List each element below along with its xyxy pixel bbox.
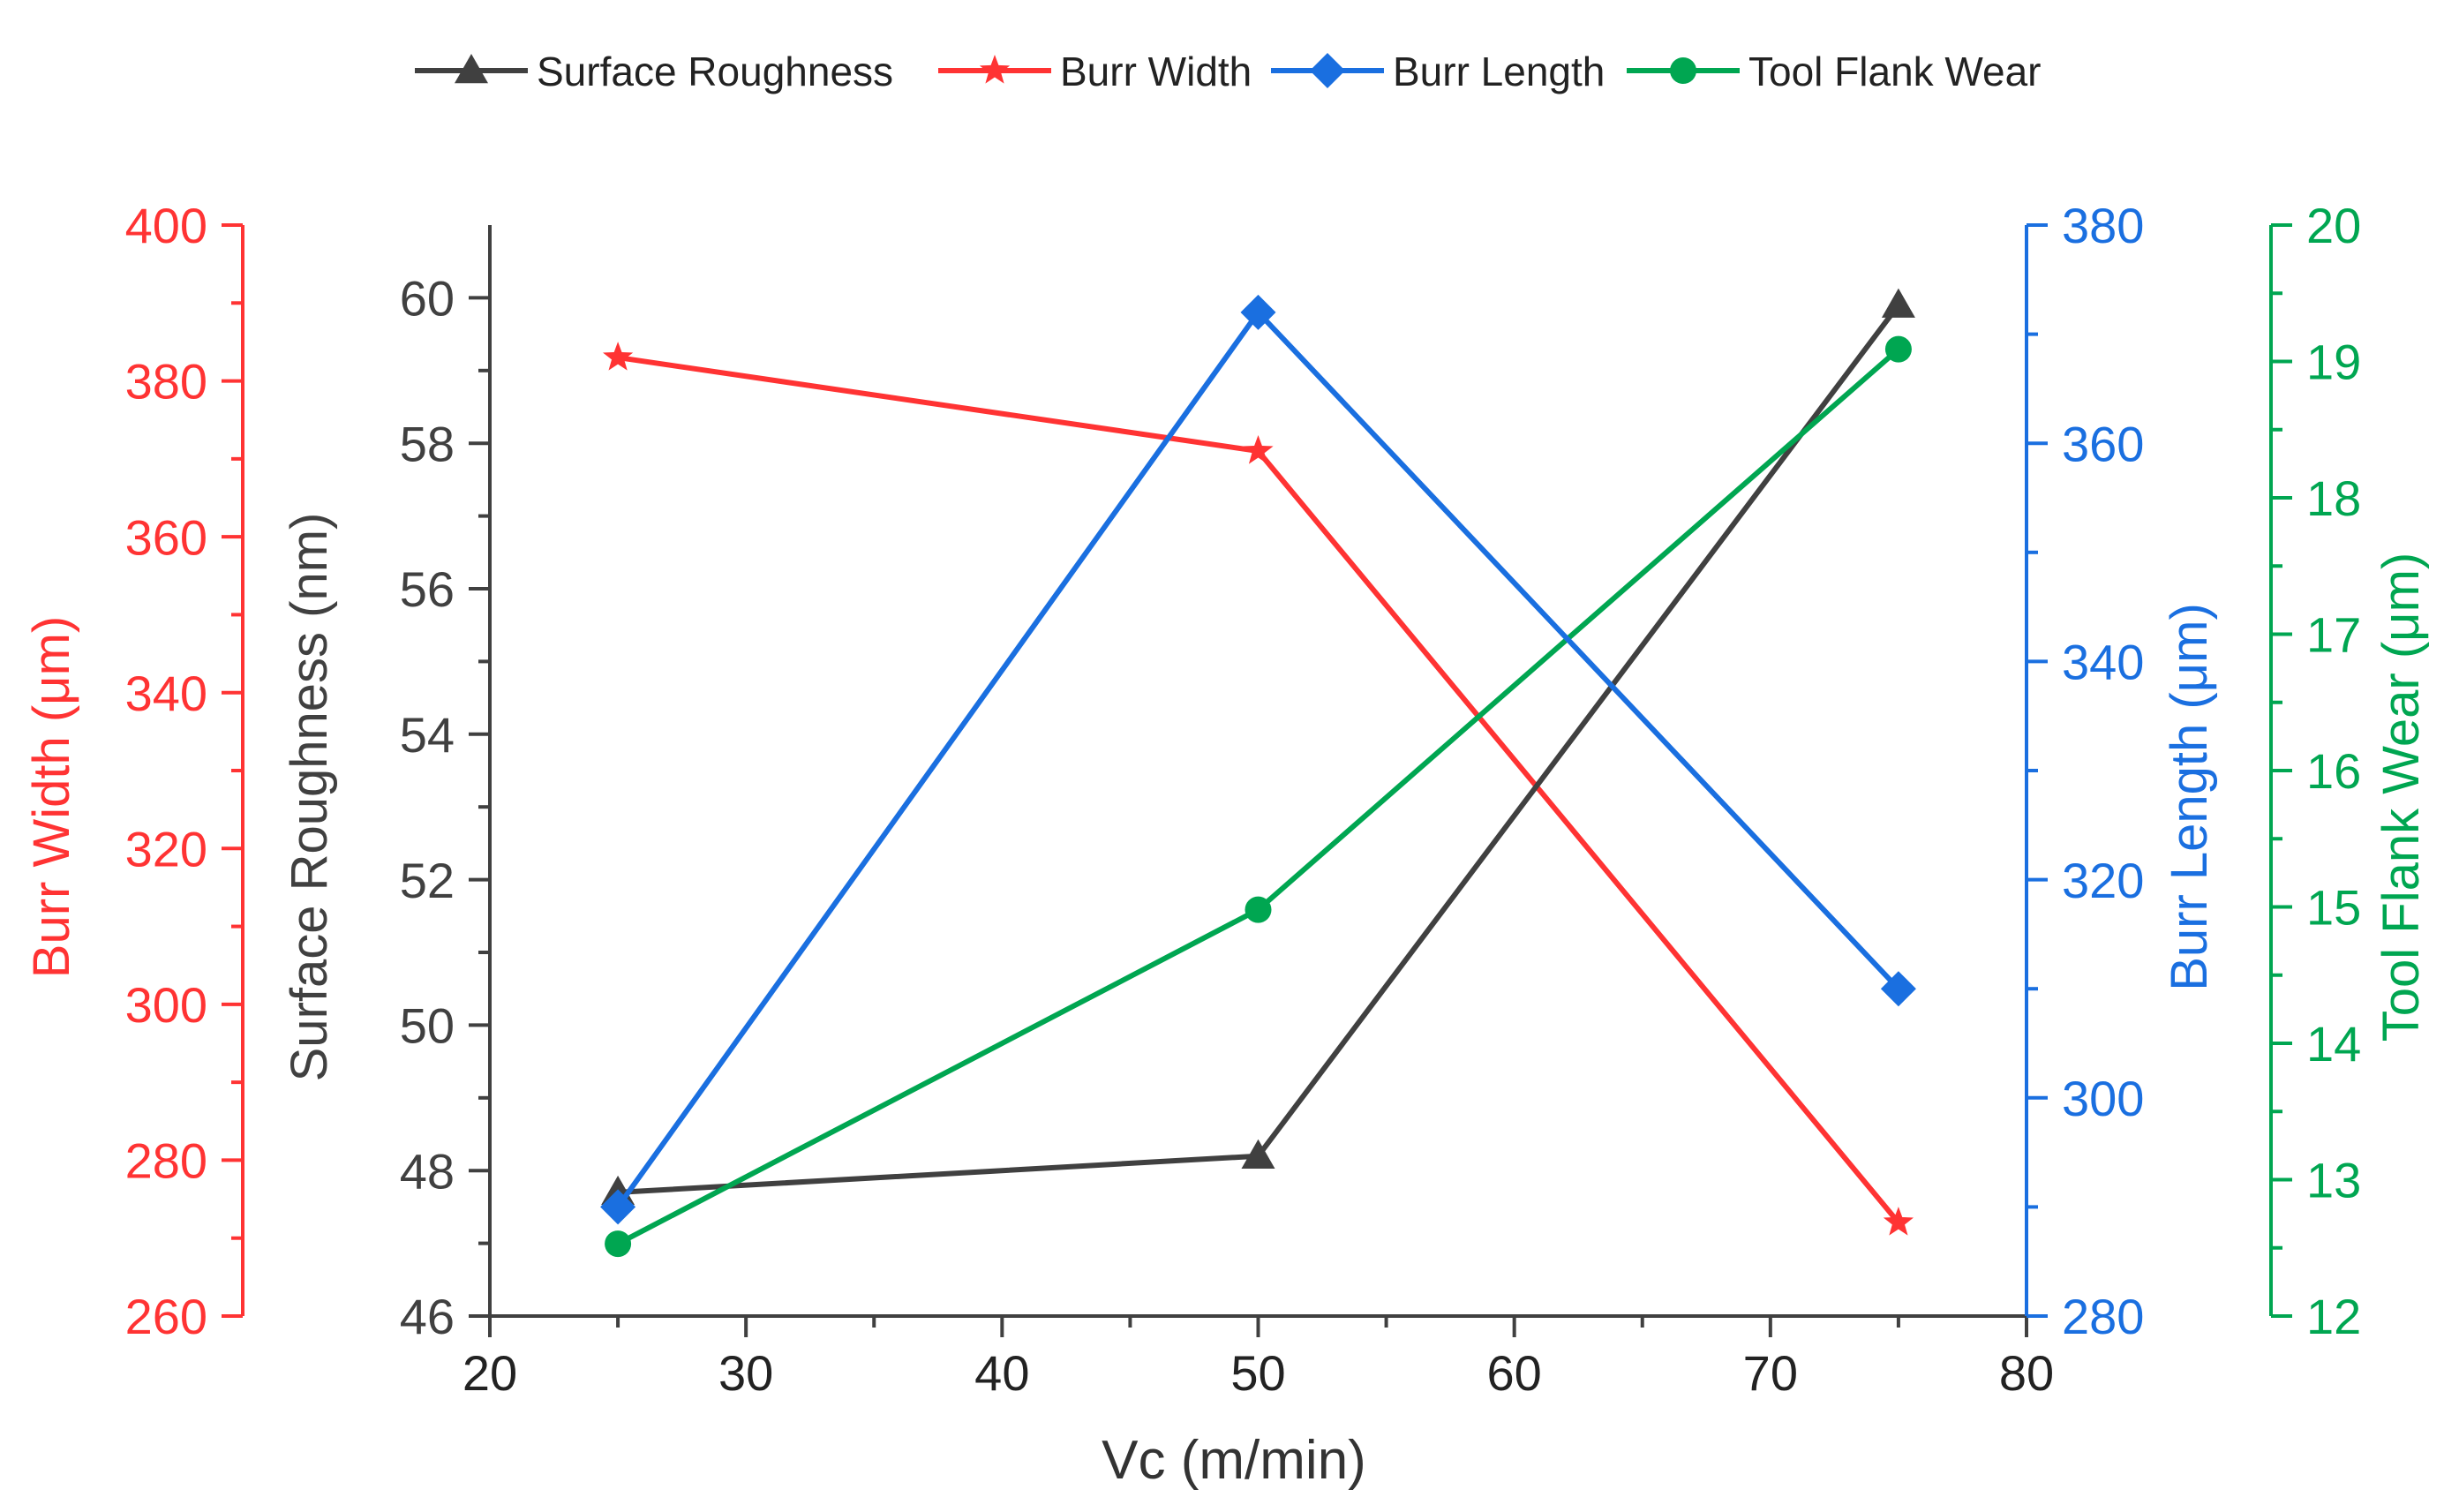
tfw-legend-marker: [1670, 57, 1696, 84]
bl-tick-label: 340: [2062, 635, 2144, 690]
sr-legend-label: Surface Roughness: [537, 49, 893, 94]
sr-point: [1881, 288, 1915, 318]
sr-tick-label: 56: [400, 561, 455, 617]
bw-line: [617, 355, 1901, 1224]
sr-tick-label: 50: [400, 998, 455, 1054]
sr-legend-item: Surface Roughness: [415, 49, 893, 94]
tfw-tick-label: 16: [2306, 743, 2361, 799]
bw-point: [1243, 435, 1274, 464]
x-tick-label: 50: [1230, 1345, 1285, 1401]
bw-tick-label: 300: [125, 977, 207, 1033]
tfw-tick-label: 12: [2306, 1289, 2361, 1344]
bw-legend-label: Burr Width: [1060, 49, 1252, 94]
tfw-legend-item: Tool Flank Wear: [1627, 49, 2042, 94]
sr-series: [601, 288, 1915, 1206]
tfw-tick-label: 19: [2306, 335, 2361, 390]
tfw-tick-label: 17: [2306, 607, 2361, 663]
sr-axis-label: Surface Roughness (nm): [281, 513, 338, 1082]
tfw-tick-label: 15: [2306, 880, 2361, 936]
x-tick-label: 60: [1487, 1345, 1542, 1401]
x-tick-label: 70: [1743, 1345, 1798, 1401]
x-tick-label: 20: [462, 1345, 517, 1401]
bl-point: [1240, 294, 1276, 330]
bw-tick-label: 260: [125, 1289, 207, 1344]
bw-legend-marker: [979, 55, 1011, 84]
bl-legend-marker: [1310, 53, 1345, 88]
bl-tick-label: 360: [2062, 416, 2144, 471]
bl-tick-label: 300: [2062, 1071, 2144, 1126]
bw-point: [603, 342, 634, 371]
bl-series: [600, 294, 1916, 1225]
x-tick-label: 80: [1999, 1345, 2054, 1401]
bw-tick-label: 400: [125, 198, 207, 253]
bl-tick-label: 380: [2062, 198, 2144, 253]
tfw-tick-label: 14: [2306, 1016, 2361, 1072]
tfw-line: [616, 347, 1900, 1246]
sr-tick-label: 52: [400, 853, 455, 908]
tfw-point: [605, 1230, 632, 1258]
tfw-tick-label: 18: [2306, 470, 2361, 526]
sr-tick-label: 58: [400, 416, 455, 471]
bl-axis: 280 300 320 340 360 380 Burr Length (μm): [2025, 198, 2218, 1344]
bw-legend-item: Burr Width: [938, 49, 1252, 94]
bw-series: [603, 342, 1914, 1236]
bw-point: [1883, 1207, 1914, 1236]
x-tick-label: 40: [974, 1345, 1029, 1401]
bw-tick-label: 340: [125, 666, 207, 721]
bl-point: [1880, 971, 1916, 1007]
sr-tick-label: 60: [400, 271, 455, 327]
bw-tick-label: 360: [125, 509, 207, 565]
tfw-axis: 12 13 14 15 16 17 18 19 20 Tool Flank Wear (μm): [2269, 198, 2430, 1344]
bl-point: [600, 1189, 636, 1225]
legend: Surface Roughness Burr Width Burr Length To…: [415, 49, 2042, 94]
bl-legend-item: Burr Length: [1271, 49, 1605, 94]
tfw-axis-label: Tool Flank Wear (μm): [2373, 553, 2430, 1042]
tfw-point: [1245, 896, 1272, 923]
sr-point: [1241, 1139, 1275, 1169]
x-tick-label: 30: [718, 1345, 773, 1401]
tfw-point: [1884, 335, 1912, 363]
bw-tick-label: 380: [125, 354, 207, 410]
sr-tick-label: 48: [400, 1143, 455, 1199]
tfw-tick-label: 20: [2306, 198, 2361, 253]
sr-tick-label: 46: [400, 1289, 455, 1344]
sr-legend-marker: [455, 54, 488, 84]
x-axis-label: Vc (m/min): [1102, 1430, 1366, 1491]
tfw-series: [605, 335, 1912, 1258]
bl-tick-label: 320: [2062, 853, 2144, 908]
sr-axis: 46 48 50 52 54 56 58 60 Surface Roughness (nm): [281, 225, 492, 1344]
bw-tick-label: 280: [125, 1133, 207, 1189]
bw-axis: 260 280 300 320 340 360 380 400 Burr Width (μm): [23, 198, 244, 1344]
tfw-legend-label: Tool Flank Wear: [1748, 49, 2042, 94]
tfw-tick-label: 13: [2306, 1153, 2361, 1208]
bl-legend-label: Burr Length: [1393, 49, 1605, 94]
axes: 20 30 40 50 60 70 80 46 48 50 52 54 56 58 60 Surface Ro…: [23, 198, 2430, 1401]
bw-axis-label: Burr Width (μm): [23, 616, 80, 978]
bl-axis-label: Burr Length (μm): [2161, 603, 2218, 991]
sr-tick-label: 54: [400, 707, 455, 763]
bl-tick-label: 280: [2062, 1289, 2144, 1344]
series-layer: [600, 288, 1916, 1258]
bw-tick-label: 320: [125, 821, 207, 876]
